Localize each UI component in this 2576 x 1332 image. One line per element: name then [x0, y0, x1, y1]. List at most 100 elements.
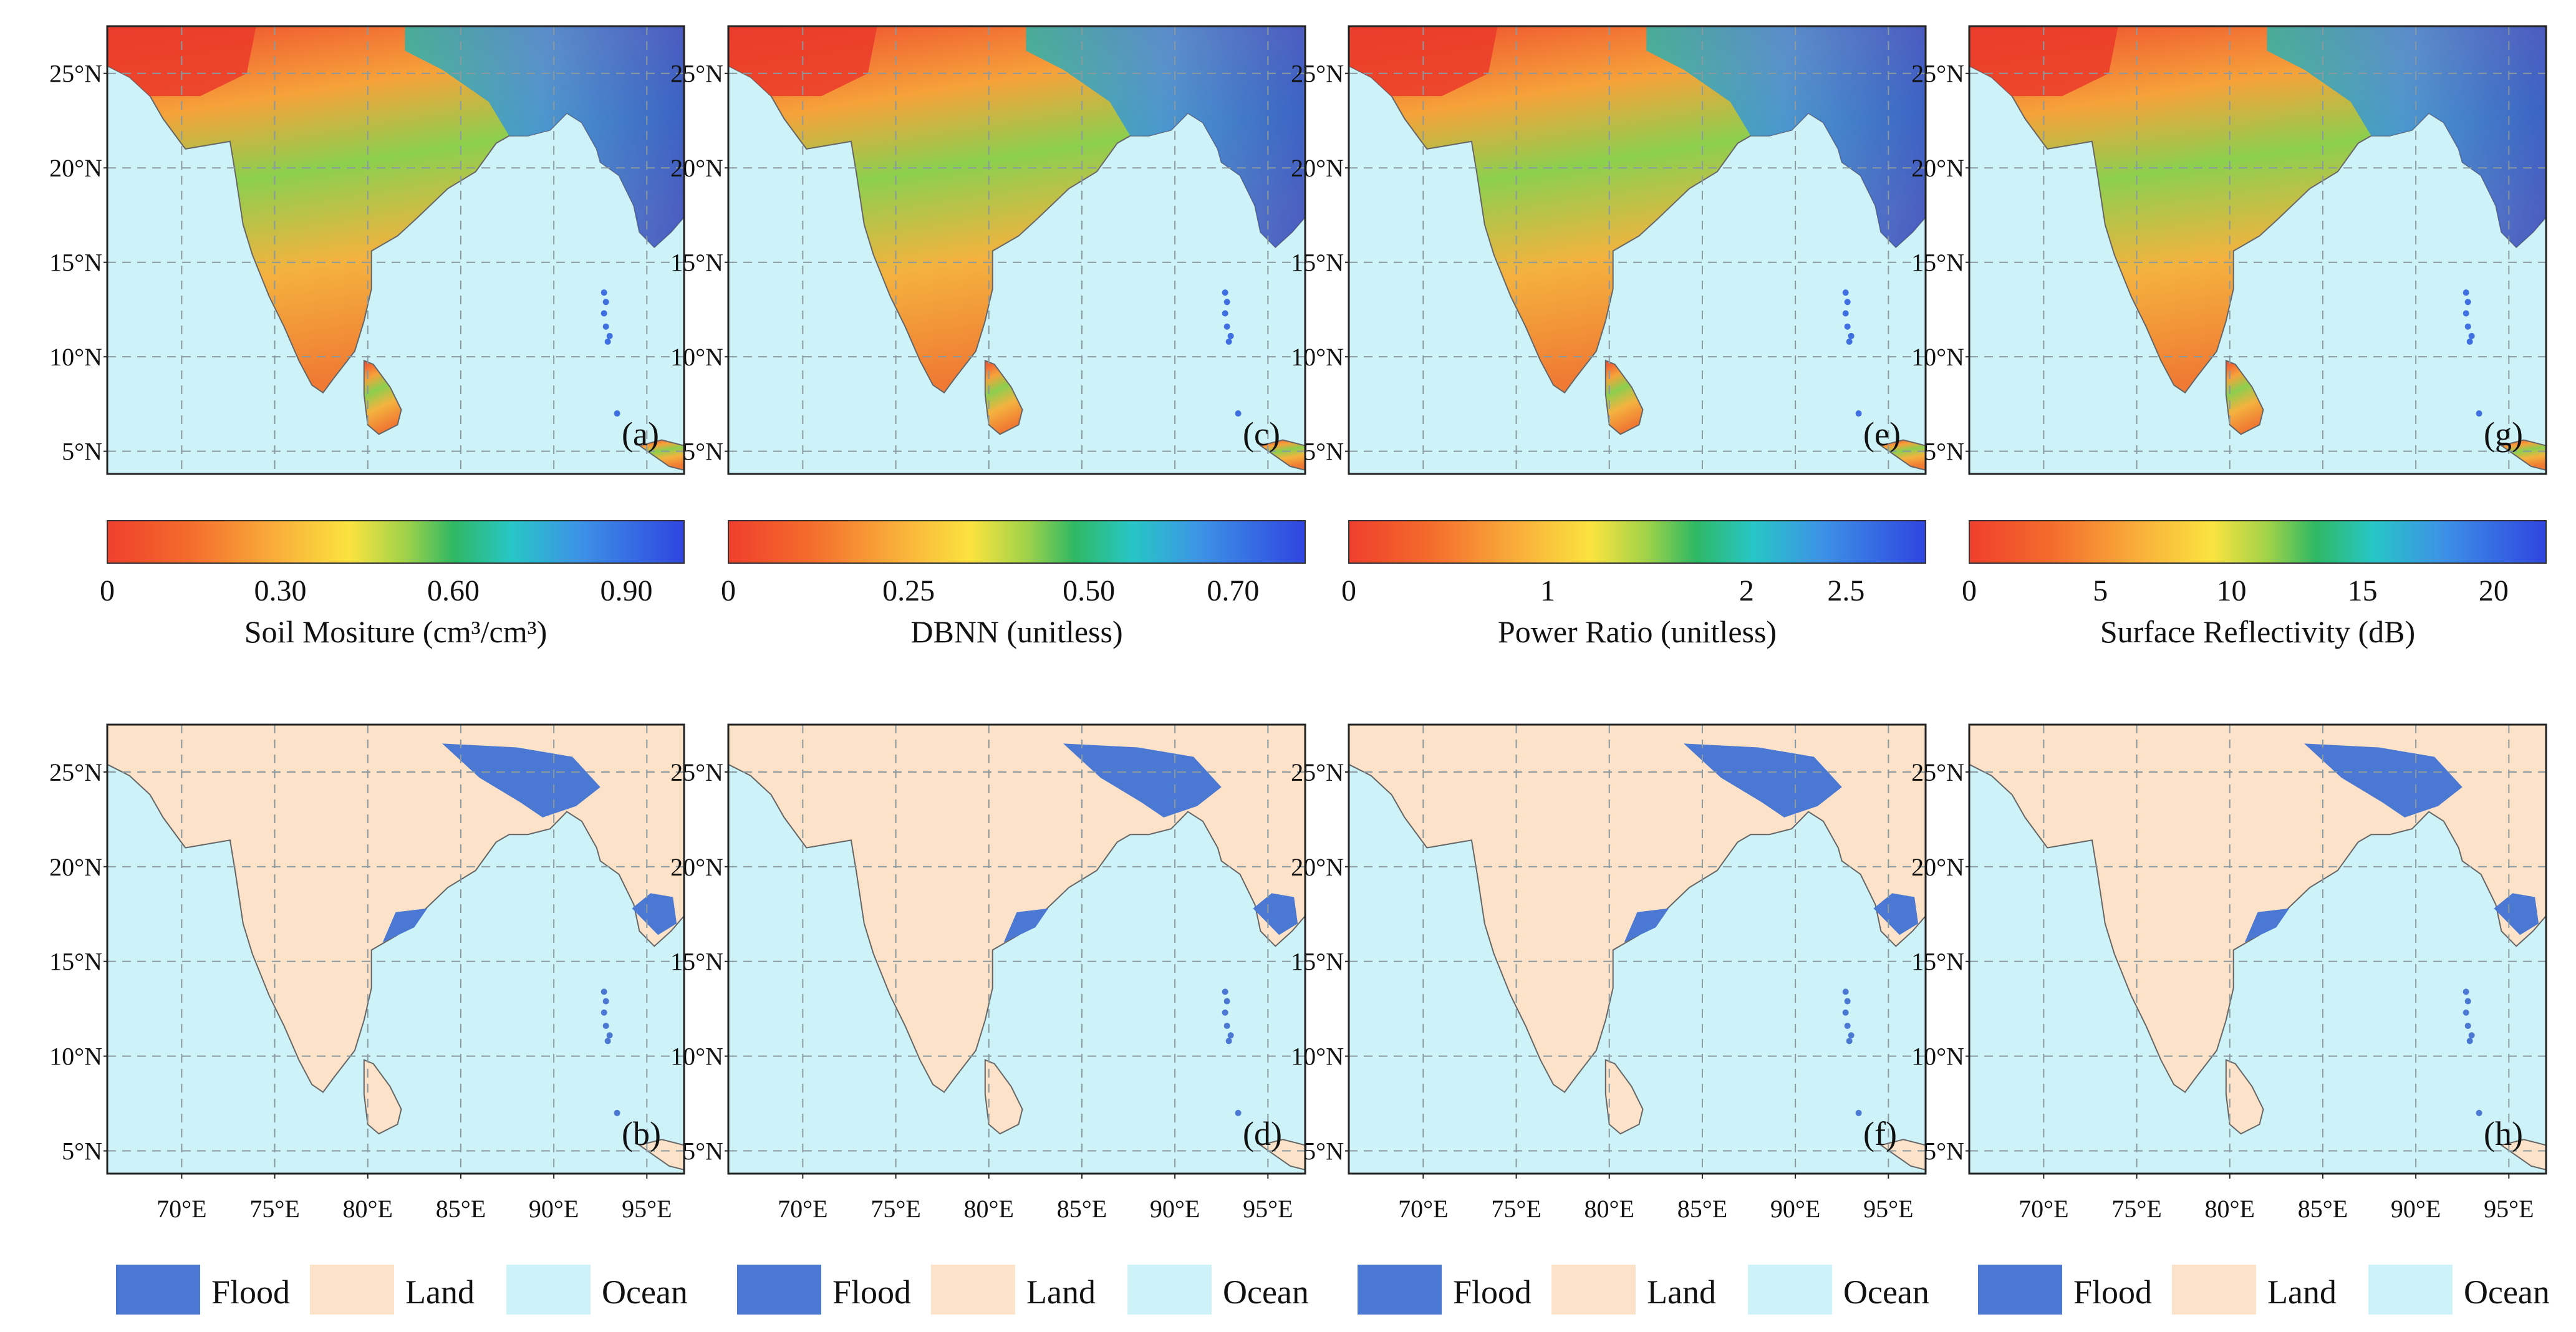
- island: [614, 410, 620, 417]
- sri-lanka: [1604, 359, 1644, 435]
- wet-region: [2267, 26, 2546, 248]
- island: [2468, 332, 2475, 339]
- island: [2468, 1032, 2475, 1039]
- legend-label-ocean: Ocean: [602, 1273, 688, 1311]
- longitude-label: 70°E: [778, 1195, 827, 1223]
- longitude-label: 70°E: [2019, 1195, 2068, 1223]
- latitude-label: 5°N: [62, 438, 102, 466]
- latitude-label: 25°N: [670, 758, 723, 786]
- island: [1844, 323, 1851, 330]
- island: [1235, 1109, 1242, 1116]
- island: [1225, 338, 1232, 345]
- flood-region: [382, 908, 428, 943]
- map-frame: [727, 723, 1306, 1175]
- graticule: [1969, 26, 2546, 474]
- island: [1855, 1109, 1862, 1116]
- longitude-axis-3: 70°E 75°E 80°E 85°E 90°E 95°E: [2019, 1174, 2534, 1223]
- latitude-label: 20°N: [1291, 154, 1344, 182]
- longitude-label: 90°E: [529, 1195, 579, 1223]
- flood-map-3: 25°N 20°N 15°N 10°N 5°N (h): [1911, 723, 2547, 1175]
- colorbar-gradient: [107, 520, 685, 564]
- colorbar-gradient: [1969, 520, 2547, 564]
- latitude-label: 25°N: [49, 758, 102, 786]
- island: [1846, 1038, 1853, 1045]
- colorbar-title: Power Ratio (unitless): [1498, 614, 1777, 649]
- colorbar-1: 0 0.25 0.50 0.70 DBNN (unitless): [721, 520, 1306, 649]
- colorbar-2: 0 1 2 2.5 Power Ratio (unitless): [1341, 520, 1926, 649]
- legend-label-ocean: Ocean: [1223, 1273, 1309, 1311]
- flood-region: [1873, 893, 1919, 935]
- island: [601, 289, 607, 296]
- longitude-label: 80°E: [343, 1195, 393, 1223]
- colorbar-tick-label: 0.25: [882, 574, 935, 607]
- island: [1227, 1032, 1234, 1039]
- longitude-label: 70°E: [157, 1195, 206, 1223]
- map-frame: [1968, 723, 2547, 1175]
- longitude-axis-1: 70°E 75°E 80°E 85°E 90°E 95°E: [778, 1174, 1293, 1223]
- graticule: [728, 725, 1305, 1174]
- longitude-label: 85°E: [1057, 1195, 1107, 1223]
- island: [1844, 299, 1851, 306]
- longitude-axis-2: 70°E 75°E 80°E 85°E 90°E 95°E: [1398, 1174, 1914, 1223]
- legend-label-flood: Flood: [1453, 1273, 1532, 1311]
- map-frame: [1348, 723, 1927, 1175]
- flood-region: [1624, 908, 1669, 943]
- island: [2463, 1009, 2469, 1016]
- island: [1848, 332, 1855, 339]
- longitude-label: 95°E: [1243, 1195, 1293, 1223]
- legend-label-land: Land: [405, 1273, 475, 1311]
- island: [1223, 1023, 1230, 1030]
- legend-swatch-ocean: [2368, 1265, 2453, 1315]
- colorbar-tick-label: 15: [2348, 574, 2378, 607]
- island: [1223, 299, 1230, 306]
- legend-2: Flood Land Ocean: [1358, 1265, 1929, 1315]
- island: [1222, 289, 1228, 296]
- latitude-label: 15°N: [670, 249, 723, 277]
- latitude-label: 20°N: [670, 853, 723, 881]
- flood-region: [1003, 908, 1049, 943]
- legend-swatch-flood: [116, 1265, 200, 1315]
- colorbar-3: 0 5 10 15 20 Surface Reflectivity (dB): [1962, 520, 2547, 649]
- map-frame: [1968, 25, 2547, 475]
- island: [604, 338, 611, 345]
- longitude-axis-0: 70°E 75°E 80°E 85°E 90°E 95°E: [157, 1174, 672, 1223]
- variable-map-0: 25°N 20°N 15°N 10°N 5°N (a): [49, 25, 685, 475]
- legend-swatch-land: [931, 1265, 1015, 1315]
- latitude-label: 20°N: [1911, 154, 1964, 182]
- latitude-label: 15°N: [670, 948, 723, 976]
- island: [1855, 410, 1862, 417]
- colorbar-tick-label: 0.70: [1207, 574, 1259, 607]
- latitude-label: 20°N: [670, 154, 723, 182]
- island: [614, 1109, 620, 1116]
- legend-label-land: Land: [1647, 1273, 1716, 1311]
- legend-label-ocean: Ocean: [1843, 1273, 1929, 1311]
- latitude-label: 25°N: [1911, 60, 1964, 88]
- wet-region: [405, 26, 684, 248]
- colorbar-tick-label: 0.30: [254, 574, 307, 607]
- longitude-label: 85°E: [1677, 1195, 1727, 1223]
- latitude-label: 10°N: [1911, 343, 1964, 371]
- legend-0: Flood Land Ocean: [116, 1265, 688, 1315]
- flood-region: [2494, 893, 2539, 935]
- island: [1842, 988, 1849, 995]
- island: [1235, 410, 1242, 417]
- island: [1842, 289, 1849, 296]
- latitude-label: 10°N: [1291, 1043, 1344, 1071]
- longitude-label: 75°E: [871, 1195, 920, 1223]
- colorbar-tick-label: 20: [2479, 574, 2509, 607]
- island: [604, 1038, 611, 1045]
- island: [602, 998, 609, 1005]
- island: [2464, 299, 2471, 306]
- variable-map-2: 25°N 20°N 15°N 10°N 5°N (e): [1291, 25, 1927, 475]
- latitude-label: 10°N: [1911, 1043, 1964, 1071]
- island: [602, 323, 609, 330]
- island: [601, 1009, 607, 1016]
- latitude-label: 5°N: [1303, 438, 1344, 466]
- panel-label: (e): [1863, 415, 1901, 453]
- legend-3: Flood Land Ocean: [1978, 1265, 2550, 1315]
- latitude-label: 20°N: [1911, 853, 1964, 881]
- flood-region: [1063, 743, 1222, 818]
- map-frame: [727, 25, 1306, 475]
- flood-region: [632, 893, 677, 935]
